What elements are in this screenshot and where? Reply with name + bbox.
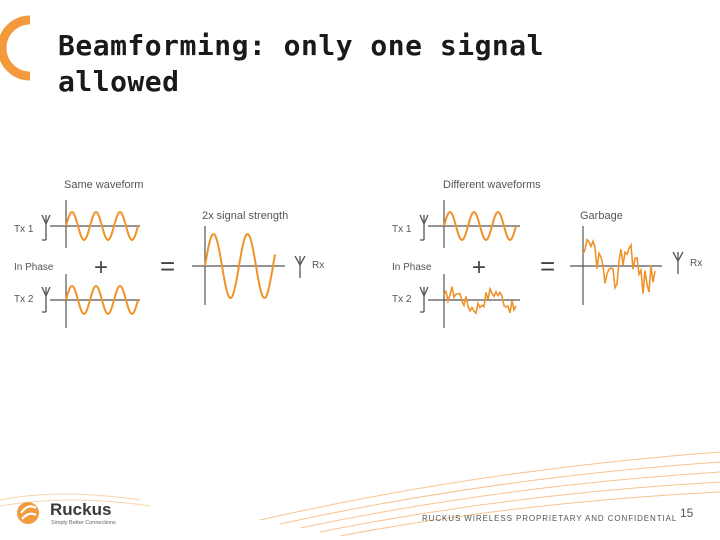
left-in-phase-label: In Phase (14, 262, 54, 273)
left-tx1-antenna-icon (41, 214, 51, 241)
decorative-arc (0, 15, 31, 81)
right-in-phase-label: In Phase (392, 262, 432, 273)
logo-tagline: Simply Better Connections (51, 520, 116, 526)
left-rx-antenna-icon (294, 255, 306, 278)
right-tx2-axes (428, 274, 520, 328)
right-tx2-label: Tx 2 (392, 294, 412, 305)
left-plus-sign: + (94, 254, 108, 281)
title: Beamforming: only one signal allowed (58, 28, 618, 100)
right-tx1-wave (443, 210, 517, 242)
right-result-garbage-wave (582, 238, 656, 294)
right-result-label: Garbage (580, 210, 623, 222)
right-result-axes (570, 226, 662, 305)
right-equals-sign: = (540, 251, 555, 281)
right-rx-antenna-icon (672, 251, 684, 274)
left-tx1-label: Tx 1 (14, 224, 34, 235)
right-tx1-antenna-icon (419, 214, 429, 241)
left-tx2-wave (65, 284, 139, 316)
right-tx2-antenna-icon (419, 286, 429, 313)
left-rx-label: Rx (312, 260, 324, 271)
right-heading: Different waveforms (443, 179, 541, 191)
footer-swoosh (0, 451, 720, 537)
logo-name: Ruckus (50, 500, 112, 519)
left-heading: Same waveform (64, 179, 143, 191)
page-number: 15 (680, 506, 694, 520)
left-result-label: 2x signal strength (202, 210, 288, 222)
right-tx2-noisy-wave (443, 286, 517, 315)
left-tx2-antenna-icon (41, 286, 51, 313)
right-tx1-label: Tx 1 (392, 224, 412, 235)
left-tx1-wave (65, 210, 139, 242)
left-tx1-axes (50, 200, 140, 248)
right-rx-label: Rx (690, 258, 702, 269)
left-tx2-label: Tx 2 (14, 294, 34, 305)
ruckus-logo-icon (17, 502, 39, 524)
title-line-1: Beamforming: only one signal (58, 29, 545, 62)
right-plus-sign: + (472, 254, 486, 281)
right-tx1-axes (428, 200, 520, 248)
footer-text: RUCKUS WIRELESS PROPRIETARY AND CONFIDEN… (422, 514, 678, 523)
left-equals-sign: = (160, 251, 175, 281)
left-result-wave (204, 233, 276, 299)
title-line-2: allowed (58, 65, 180, 98)
